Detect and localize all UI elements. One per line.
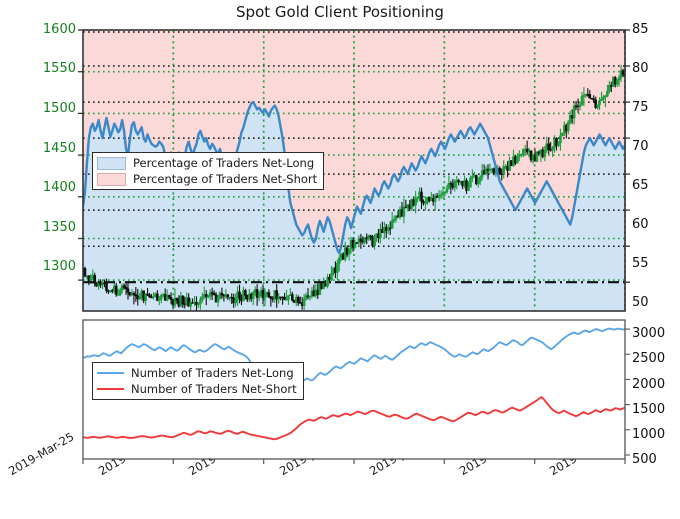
right-axis-tick-75: 75 <box>632 100 649 115</box>
right-axis-tick-65: 65 <box>632 178 649 193</box>
page-title: Spot Gold Client Positioning <box>236 3 444 21</box>
legend-label-num-net-short: Number of Traders Net-Short <box>131 382 297 396</box>
net-long-color-swatch <box>97 156 126 170</box>
price-candlestick-series <box>83 64 625 311</box>
net-short-area-fill <box>83 30 625 254</box>
right-axis-tick-55: 55 <box>632 256 649 271</box>
legend-label-pct-net-long: Percentage of Traders Net-Long <box>133 156 315 170</box>
right-axis-tick-60: 60 <box>632 217 649 232</box>
legend-item-pct-net-short: Percentage of Traders Net-Short <box>97 172 317 186</box>
left-axis-tick-1300: 1300 <box>42 259 76 274</box>
legend-upper-panel: Percentage of Traders Net-Long Percentag… <box>92 152 325 190</box>
lower-right-axis-tick-500: 500 <box>632 452 657 467</box>
legend-item-pct-net-long: Percentage of Traders Net-Long <box>97 156 317 170</box>
left-axis-tick-1550: 1550 <box>42 61 76 76</box>
right-axis-tick-85: 85 <box>632 22 649 37</box>
lower-right-axis-tick-1000: 1000 <box>632 427 666 442</box>
lower-right-axis-tick-2500: 2500 <box>632 351 666 366</box>
right-axis-tick-80: 80 <box>632 61 649 76</box>
upper-panel-frame <box>82 29 626 312</box>
lower-right-axis-tick-2000: 2000 <box>632 377 666 392</box>
left-axis-tick-1350: 1350 <box>42 220 76 235</box>
left-axis-tick-1500: 1500 <box>42 101 76 116</box>
left-axis-tick-1600: 1600 <box>42 22 76 37</box>
right-axis-tick-50: 50 <box>632 295 649 310</box>
lower-right-axis-tick-3000: 3000 <box>632 326 666 341</box>
traders-short-line-swatch <box>97 388 124 390</box>
legend-lower-panel: Number of Traders Net-Long Number of Tra… <box>92 362 304 400</box>
net-short-color-swatch <box>97 172 126 186</box>
right-axis-tick-70: 70 <box>632 139 649 154</box>
left-axis-tick-1400: 1400 <box>42 180 76 195</box>
left-axis-tick-1450: 1450 <box>42 141 76 156</box>
legend-label-num-net-long: Number of Traders Net-Long <box>131 366 294 380</box>
number-traders-net-short-line <box>83 396 625 441</box>
legend-item-num-net-long: Number of Traders Net-Long <box>97 366 297 380</box>
traders-long-line-swatch <box>97 372 124 374</box>
lower-right-axis-tick-1500: 1500 <box>632 402 666 417</box>
axis-tick-marks <box>78 29 630 464</box>
legend-label-pct-net-short: Percentage of Traders Net-Short <box>133 172 318 186</box>
legend-item-num-net-short: Number of Traders Net-Short <box>97 382 297 396</box>
number-traders-net-long-line <box>83 327 625 387</box>
